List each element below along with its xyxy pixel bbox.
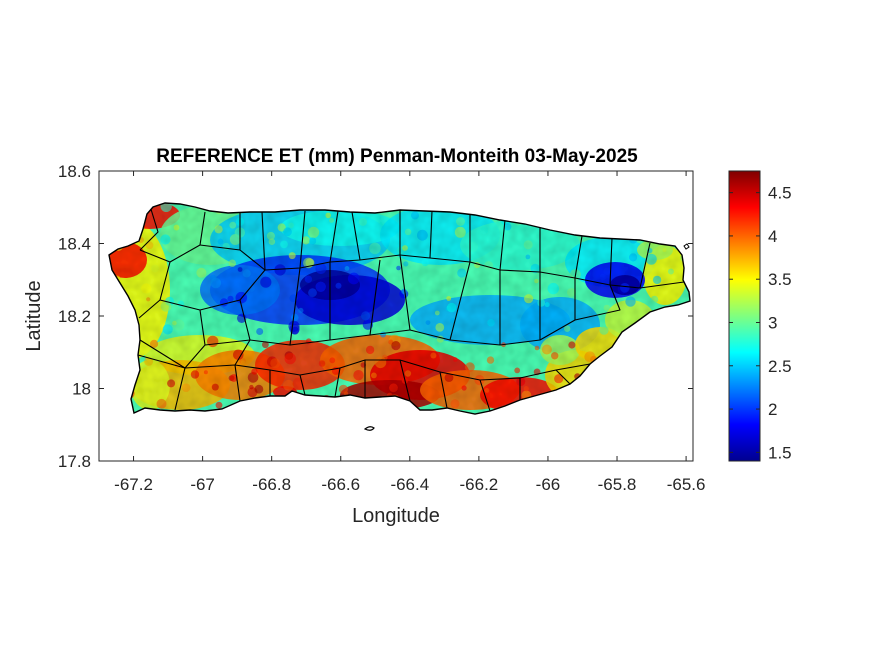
municipality-boundary — [159, 269, 266, 311]
y-tick-label: 17.8 — [58, 452, 91, 471]
colorbar-ticks: 1.5 2 2.5 3 3.5 4 4.5 — [729, 184, 792, 462]
y-tick-label: 18.2 — [58, 307, 91, 326]
municipality-boundary — [137, 354, 186, 369]
x-tick-label: -65.8 — [598, 475, 637, 494]
x-tick-label: -66.4 — [390, 475, 429, 494]
x-tick-label: -66.8 — [252, 475, 291, 494]
colorbar: 1.5 2 2.5 3 3.5 4 4.5 — [728, 170, 792, 462]
x-tick-label: -67 — [190, 475, 215, 494]
colorbar-tick-label: 3 — [768, 313, 777, 332]
municipality-boundaries — [137, 205, 685, 412]
x-axis-ticks: -67.2 -67 -66.8 -66.6 -66.4 -66.2 -66 -65.8 -65.… — [114, 171, 705, 494]
x-tick-label: -67.2 — [114, 475, 153, 494]
y-axis-ticks: 17.8 18 18.2 18.4 18.6 — [58, 162, 693, 471]
colorbar-tick-label: 1.5 — [768, 443, 792, 462]
colorbar-tick-label: 4 — [768, 227, 777, 246]
coastline — [108, 202, 691, 415]
x-tick-label: -66.2 — [460, 475, 499, 494]
municipality-boundary — [139, 211, 206, 263]
municipality-boundary — [139, 205, 159, 251]
municipality-boundary — [204, 339, 251, 346]
colorbar-tick-label: 2 — [768, 400, 777, 419]
municipality-boundary — [574, 284, 621, 321]
y-tick-label: 18.6 — [58, 162, 91, 181]
municipality-boundary — [639, 281, 685, 289]
x-tick-label: -66 — [536, 475, 561, 494]
chart-title: REFERENCE ET (mm) Penman-Monteith 03-May… — [156, 146, 638, 167]
colorbar-gradient — [728, 170, 761, 462]
colorbar-tick-label: 3.5 — [768, 270, 792, 289]
y-axis-label: Latitude — [23, 280, 45, 351]
map-axes: -67.2 -67 -66.8 -66.6 -66.4 -66.2 -66 -65.8 -65.… — [58, 162, 706, 494]
x-tick-label: -65.6 — [667, 475, 706, 494]
y-tick-label: 18.4 — [58, 235, 91, 254]
islet-caja-de-muertos — [363, 426, 375, 431]
y-tick-label: 18 — [72, 380, 91, 399]
municipality-boundary — [555, 363, 591, 371]
colorbar-tick-label: 4.5 — [768, 184, 792, 203]
islet-east — [683, 243, 690, 250]
colorbar-tick-label: 2.5 — [768, 357, 792, 376]
x-axis-label: Longitude — [352, 505, 440, 527]
x-tick-label: -66.6 — [321, 475, 360, 494]
